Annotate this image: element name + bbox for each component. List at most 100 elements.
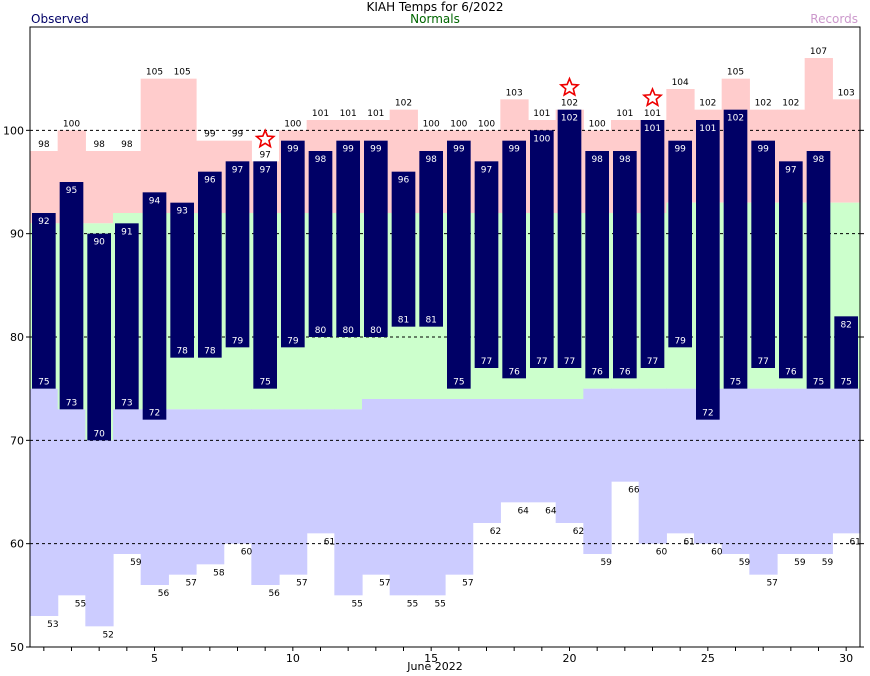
observed-high-label: 96 — [398, 176, 410, 186]
record-low-band — [306, 409, 335, 534]
observed-high-label: 99 — [342, 145, 354, 155]
record-high-label: 101 — [533, 109, 550, 119]
record-low-label: 61 — [324, 537, 335, 547]
y-tick-label: 70 — [10, 434, 24, 447]
observed-bar — [225, 161, 250, 348]
record-low-band — [279, 409, 308, 575]
record-low-label: 57 — [766, 579, 777, 589]
y-tick-label: 80 — [10, 331, 24, 344]
y-tick-label: 50 — [10, 641, 24, 654]
record-low-label: 61 — [849, 537, 860, 547]
record-high-label: 99 — [232, 130, 244, 140]
observed-high-label: 97 — [481, 165, 492, 175]
record-star-icon — [558, 76, 581, 97]
observed-bar — [806, 151, 831, 389]
chart-title: KIAH Temps for 6/2022 — [366, 0, 504, 14]
observed-bar — [751, 140, 775, 368]
record-low-label: 56 — [158, 589, 170, 599]
record-low-label: 57 — [379, 579, 390, 589]
record-high-label: 104 — [672, 78, 689, 88]
observed-low-label: 76 — [785, 367, 797, 377]
observed-bar — [253, 161, 277, 389]
record-low-label: 52 — [102, 630, 113, 640]
observed-high-label: 98 — [619, 155, 631, 165]
observed-low-label: 75 — [840, 378, 851, 388]
observed-bar — [447, 140, 471, 389]
record-high-label: 98 — [121, 140, 133, 150]
observed-high-label: 99 — [453, 145, 465, 155]
observed-high-label: 95 — [66, 186, 77, 196]
observed-high-label: 98 — [813, 155, 825, 165]
observed-low-label: 81 — [398, 316, 409, 326]
record-low-label: 57 — [462, 579, 473, 589]
observed-high-label: 99 — [370, 145, 382, 155]
record-high-label: 102 — [782, 99, 799, 109]
observed-low-label: 75 — [453, 378, 464, 388]
record-high-label: 107 — [810, 47, 827, 57]
observed-low-label: 78 — [176, 347, 188, 357]
record-low-label: 55 — [434, 599, 445, 609]
observed-low-label: 76 — [591, 367, 603, 377]
record-low-band — [196, 409, 225, 565]
record-star-icon — [254, 128, 276, 149]
record-low-band — [528, 399, 557, 503]
observed-low-label: 76 — [508, 367, 520, 377]
observed-low-label: 81 — [425, 316, 436, 326]
observed-low-label: 77 — [536, 357, 547, 367]
observed-high-label: 90 — [93, 238, 105, 248]
record-low-label: 60 — [711, 548, 723, 558]
record-low-band — [583, 388, 612, 554]
x-tick-label: 15 — [424, 652, 438, 665]
x-tick-label: 25 — [701, 652, 715, 665]
record-low-band — [472, 399, 501, 523]
record-low-label: 55 — [351, 599, 362, 609]
record-high-label: 100 — [478, 119, 495, 129]
x-tick-label: 30 — [839, 652, 853, 665]
observed-bar — [87, 233, 111, 441]
record-low-label: 62 — [490, 527, 501, 537]
observed-low-label: 76 — [619, 367, 631, 377]
record-high-band — [85, 151, 114, 224]
x-tick-label: 5 — [151, 652, 158, 665]
record-star-icon — [641, 86, 664, 107]
observed-low-label: 72 — [149, 409, 160, 419]
record-high-label: 100 — [423, 119, 440, 129]
record-low-label: 61 — [683, 537, 694, 547]
observed-low-label: 75 — [38, 378, 49, 388]
record-high-label: 100 — [450, 119, 467, 129]
record-low-label: 59 — [739, 558, 751, 568]
record-high-label: 101 — [616, 109, 633, 119]
record-low-label: 57 — [185, 579, 196, 589]
observed-low-label: 79 — [287, 336, 299, 346]
observed-high-label: 97 — [259, 165, 270, 175]
observed-high-label: 91 — [121, 227, 132, 237]
observed-low-label: 80 — [342, 326, 354, 336]
observed-high-label: 97 — [785, 165, 796, 175]
record-low-label: 56 — [268, 589, 280, 599]
observed-bar — [32, 213, 56, 389]
observed-low-label: 72 — [702, 409, 713, 419]
record-low-band — [251, 409, 280, 585]
observed-high-label: 98 — [591, 155, 603, 165]
record-high-label: 105 — [146, 68, 163, 78]
record-low-band — [777, 388, 806, 554]
observed-bar — [530, 130, 554, 368]
record-low-label: 60 — [656, 548, 668, 558]
record-low-label: 55 — [407, 599, 418, 609]
record-high-band — [113, 151, 142, 213]
record-low-band — [362, 399, 391, 575]
observed-bar — [308, 151, 333, 337]
record-high-label: 103 — [506, 88, 523, 98]
record-low-band — [500, 399, 529, 503]
record-low-label: 53 — [47, 620, 58, 630]
observed-low-label: 70 — [93, 429, 105, 439]
record-low-band — [832, 388, 861, 534]
observed-bar — [585, 151, 609, 379]
record-high-label: 98 — [38, 140, 50, 150]
observed-low-label: 79 — [674, 336, 686, 346]
record-low-label: 58 — [213, 568, 225, 578]
observed-high-label: 100 — [533, 134, 550, 144]
observed-bar — [419, 151, 443, 327]
record-low-band — [638, 388, 667, 544]
